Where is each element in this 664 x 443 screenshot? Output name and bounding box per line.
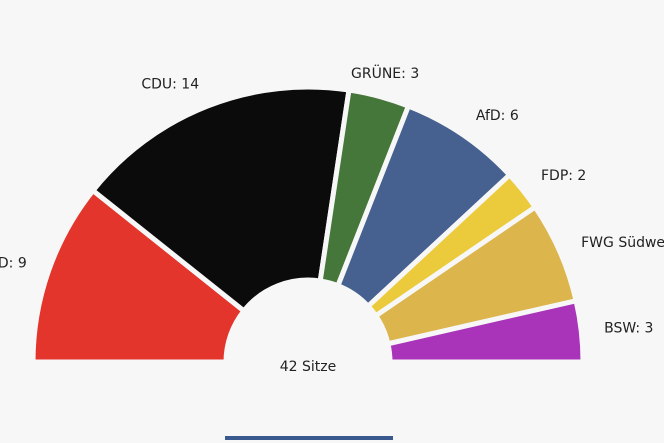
segment-label: BSW: 3	[604, 321, 653, 337]
segment-label: PD: 9	[0, 256, 27, 272]
center-label: 42 Sitze	[280, 359, 337, 375]
segment-label: FDP: 2	[541, 168, 586, 184]
segment-label: CDU: 14	[141, 77, 199, 93]
segment-label: FWG Südwes	[581, 235, 664, 251]
seat-segment	[384, 297, 586, 365]
seat-segment	[89, 84, 352, 315]
segment-label: AfD: 6	[476, 108, 519, 124]
tab-indicator	[225, 436, 393, 440]
segment-label: GRÜNE: 3	[351, 64, 419, 82]
seat-segment	[30, 187, 248, 365]
